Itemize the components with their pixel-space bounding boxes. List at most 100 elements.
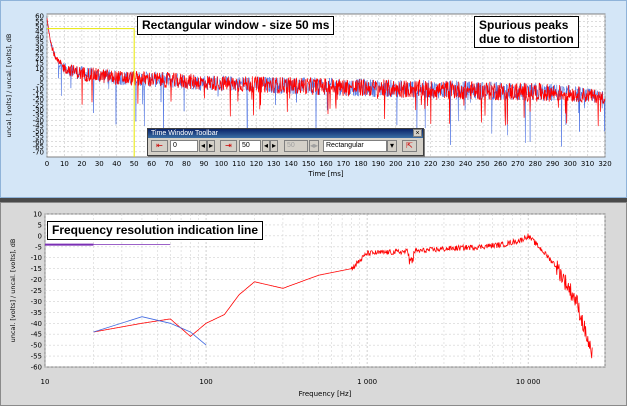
x-axis-label: Frequency [Hz] xyxy=(299,390,352,398)
y-tick-label: -50 xyxy=(31,342,42,350)
start-marker-button[interactable]: ⇤ xyxy=(151,140,168,152)
y-tick-label: -15 xyxy=(31,265,42,273)
y-tick-label: 55 xyxy=(35,18,44,26)
x-tick-label: 10 xyxy=(41,378,50,386)
y-tick-label: -25 xyxy=(33,101,44,109)
y-tick-label: 30 xyxy=(35,44,44,52)
time-window-toolbar[interactable]: Time Window Toolbar × ⇤ 0 ◂ ▸ ⇥ 50 ◂ ▸ 5… xyxy=(147,128,424,156)
y-tick-label: 60 xyxy=(35,13,44,21)
y-tick-label: -35 xyxy=(31,309,42,317)
y-tick-label: -15 xyxy=(33,91,44,99)
x-tick-label: 300 xyxy=(563,160,576,168)
x-tick-label: 50 xyxy=(130,160,139,168)
start-field[interactable]: 0 xyxy=(170,140,198,152)
blue-spectrum-line xyxy=(93,316,207,346)
x-tick-label: 210 xyxy=(407,160,420,168)
y-tick-label: 40 xyxy=(35,33,44,41)
window-callout: Rectangular window - size 50 ms xyxy=(137,16,335,35)
y-tick-label: 10 xyxy=(35,65,44,73)
x-tick-label: 100 xyxy=(215,160,228,168)
length-field[interactable]: 50 xyxy=(239,140,261,152)
panel-divider[interactable] xyxy=(0,198,627,202)
x-tick-label: 120 xyxy=(250,160,263,168)
y-tick-label: -60 xyxy=(33,138,44,146)
x-tick-label: 60 xyxy=(147,160,156,168)
y-tick-label: 5 xyxy=(40,70,44,78)
y-tick-label: -70 xyxy=(33,148,44,156)
x-tick-label: 230 xyxy=(441,160,454,168)
disabled-field: 50 xyxy=(284,140,308,152)
y-tick-label: 35 xyxy=(35,39,44,47)
apply-window-icon[interactable]: ⇱ xyxy=(402,140,417,152)
y-tick-label: 0 xyxy=(38,232,42,240)
x-tick-label: 150 xyxy=(302,160,315,168)
frequency-domain-chart[interactable]: 10 5 0 -5 -10 -15 -20 -25 -30 -35 -40 -45 -50 -55 -60 1… xyxy=(1,203,626,405)
x-tick-label: 170 xyxy=(337,160,350,168)
x-tick-label: 30 xyxy=(95,160,104,168)
y-tick-label: -5 xyxy=(37,80,44,88)
x-tick-label: 200 xyxy=(389,160,402,168)
chevron-down-icon[interactable]: ▾ xyxy=(387,140,397,152)
red-spectrum-line xyxy=(93,233,593,359)
x-tick-label: 80 xyxy=(182,160,191,168)
start-spin-left[interactable]: ◂ xyxy=(199,140,207,152)
x-tick-label: 130 xyxy=(267,160,280,168)
toolbar-title-text: Time Window Toolbar xyxy=(151,130,218,137)
x-tick-label: 0 xyxy=(45,160,49,168)
length-spin-right[interactable]: ▸ xyxy=(270,140,278,152)
y-tick-label: -30 xyxy=(31,298,42,306)
y-tick-label: -65 xyxy=(33,143,44,151)
y-tick-label: -40 xyxy=(31,320,42,328)
y-tick-label: 50 xyxy=(35,23,44,31)
y-tick-label: -20 xyxy=(31,276,42,284)
x-tick-label: 220 xyxy=(424,160,437,168)
y-tick-label: -20 xyxy=(33,96,44,104)
y-tick-label: -35 xyxy=(33,112,44,120)
close-icon[interactable]: × xyxy=(413,129,422,137)
y-tick-label: -55 xyxy=(33,133,44,141)
y-tick-label: -45 xyxy=(33,122,44,130)
y-tick-label: -10 xyxy=(31,254,42,262)
resolution-callout: Frequency resolution indication line xyxy=(47,221,264,240)
x-axis-label: Time [ms] xyxy=(307,170,344,178)
y-tick-label: 0 xyxy=(40,75,44,83)
frequency-domain-panel: 10 5 0 -5 -10 -15 -20 -25 -30 -35 -40 -45 -50 -55 -60 1… xyxy=(0,202,627,406)
y-tick-label: 45 xyxy=(35,28,44,36)
y-tick-label: -5 xyxy=(35,243,42,251)
x-tick-label: 110 xyxy=(232,160,245,168)
y-tick-label: 20 xyxy=(35,54,44,62)
x-tick-label: 10 xyxy=(60,160,69,168)
x-tick-label: 290 xyxy=(546,160,559,168)
length-marker-button[interactable]: ⇥ xyxy=(220,140,237,152)
x-tick-label: 250 xyxy=(476,160,489,168)
y-tick-label: 5 xyxy=(38,221,42,229)
x-tick-label: 180 xyxy=(354,160,367,168)
spurious-peaks-callout: Spurious peaks due to distortion xyxy=(474,16,579,48)
x-tick-label: 270 xyxy=(511,160,524,168)
x-tick-label: 280 xyxy=(529,160,542,168)
window-type-select[interactable]: Rectangular xyxy=(323,140,387,152)
y-tick-label: -25 xyxy=(31,287,42,295)
y-tick-label: -60 xyxy=(31,364,42,372)
x-tick-label: 1 000 xyxy=(357,378,377,386)
toolbar-title[interactable]: Time Window Toolbar × xyxy=(148,129,423,138)
y-tick-label: 25 xyxy=(35,49,44,57)
y-tick-label: -30 xyxy=(33,107,44,115)
time-window-outline xyxy=(47,28,135,157)
x-tick-label: 100 xyxy=(199,378,212,386)
x-tick-label: 20 xyxy=(77,160,86,168)
y-axis-label: uncal. [volts] / uncal. [volts], dB xyxy=(5,34,13,138)
x-tick-label: 10 000 xyxy=(516,378,541,386)
y-tick-label: 15 xyxy=(35,60,44,68)
x-tick-label: 310 xyxy=(581,160,594,168)
y-tick-label: -10 xyxy=(33,86,44,94)
x-tick-label: 140 xyxy=(284,160,297,168)
x-tick-label: 260 xyxy=(494,160,507,168)
y-tick-label: 10 xyxy=(33,211,42,219)
y-tick-label: -55 xyxy=(31,353,42,361)
x-tick-label: 90 xyxy=(199,160,208,168)
start-spin-right[interactable]: ▸ xyxy=(207,140,215,152)
x-tick-label: 40 xyxy=(112,160,121,168)
length-spin-left[interactable]: ◂ xyxy=(262,140,270,152)
